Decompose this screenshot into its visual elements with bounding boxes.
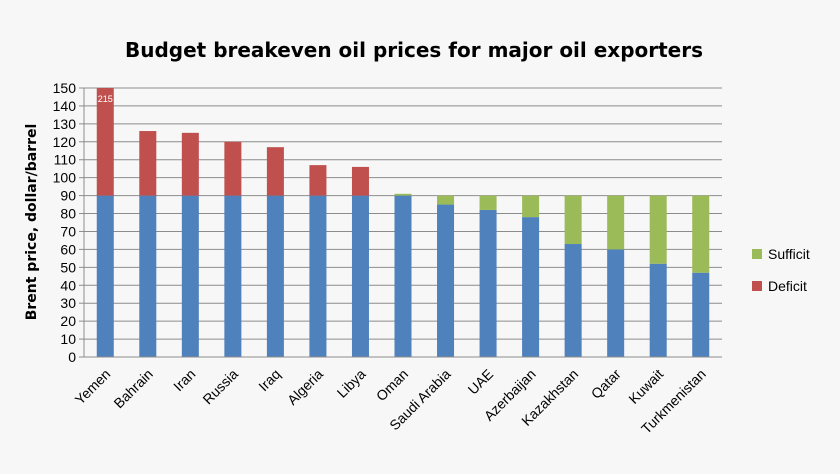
bar-base [224,195,242,357]
x-tick-label: Oman [373,366,411,404]
bar-deficit [309,165,327,196]
bar-sufficit [564,195,582,245]
legend-label: Sufficit [768,246,810,262]
x-tick-label: Iraq [255,366,283,394]
bar-sufficit [607,195,625,250]
bar-base [479,209,497,357]
y-tick-label: 70 [60,223,76,239]
bar-base [139,195,157,357]
y-tick-label: 90 [60,188,76,204]
bar-base [522,217,540,357]
y-tick-label: 100 [53,170,77,186]
y-tick-label: 10 [60,331,76,347]
legend-swatch [752,249,762,259]
y-tick-label: 140 [53,98,77,114]
bar-deficit [139,131,157,196]
bar-base [96,195,114,357]
x-tick-label: Iran [170,366,198,394]
bar-base [607,249,625,357]
bar-base [266,195,284,357]
x-tick-label: Libya [334,366,369,401]
bar-sufficit [692,195,710,273]
y-tick-label: 130 [53,116,77,132]
bar-base [181,195,199,357]
x-tick-label: Bahrain [110,366,155,411]
legend-label: Deficit [768,278,807,294]
bar-base [351,195,369,357]
bar-base [394,195,412,357]
y-tick-label: 120 [53,134,77,150]
bar-sufficit [649,195,667,264]
bar-sufficit [394,193,412,196]
y-tick-label: 30 [60,295,76,311]
y-tick-label: 0 [68,349,76,365]
data-label: 215 [98,94,113,104]
legend-swatch [752,281,762,291]
x-tick-label: Yemen [72,366,114,408]
x-tick-label: Qatar [588,366,624,402]
bar-deficit [224,141,242,196]
x-tick-label: Kuwait [625,366,666,407]
bar-sufficit [479,195,497,210]
bar-sufficit [522,195,540,218]
y-axis-label: Brent price, dollar/barrel [24,124,40,321]
y-tick-label: 80 [60,206,76,222]
y-tick-label: 20 [60,313,76,329]
bars: 215 [96,88,710,357]
y-tick-label: 150 [53,80,77,96]
x-tick-label: Russia [199,366,241,408]
bar-base [437,204,455,357]
x-tick-label: UAE [465,366,497,398]
y-tick-label: 40 [60,277,76,293]
chart-title: Budget breakeven oil prices for major oi… [125,38,703,62]
bar-sufficit [437,195,455,205]
legend: Sufficit Deficit [752,246,810,294]
bar-base [564,244,582,357]
bar-deficit [266,147,284,196]
bar-deficit [181,132,199,196]
bar-base [692,272,710,357]
y-tick-label: 110 [54,152,77,168]
y-tick-label: 50 [60,259,76,275]
y-tick-label: 60 [60,241,76,257]
bar-base [649,263,667,357]
bar-deficit [96,88,114,196]
bar-deficit [351,166,369,196]
bar-base [309,195,327,357]
x-tick-label: Algeria [284,366,326,408]
